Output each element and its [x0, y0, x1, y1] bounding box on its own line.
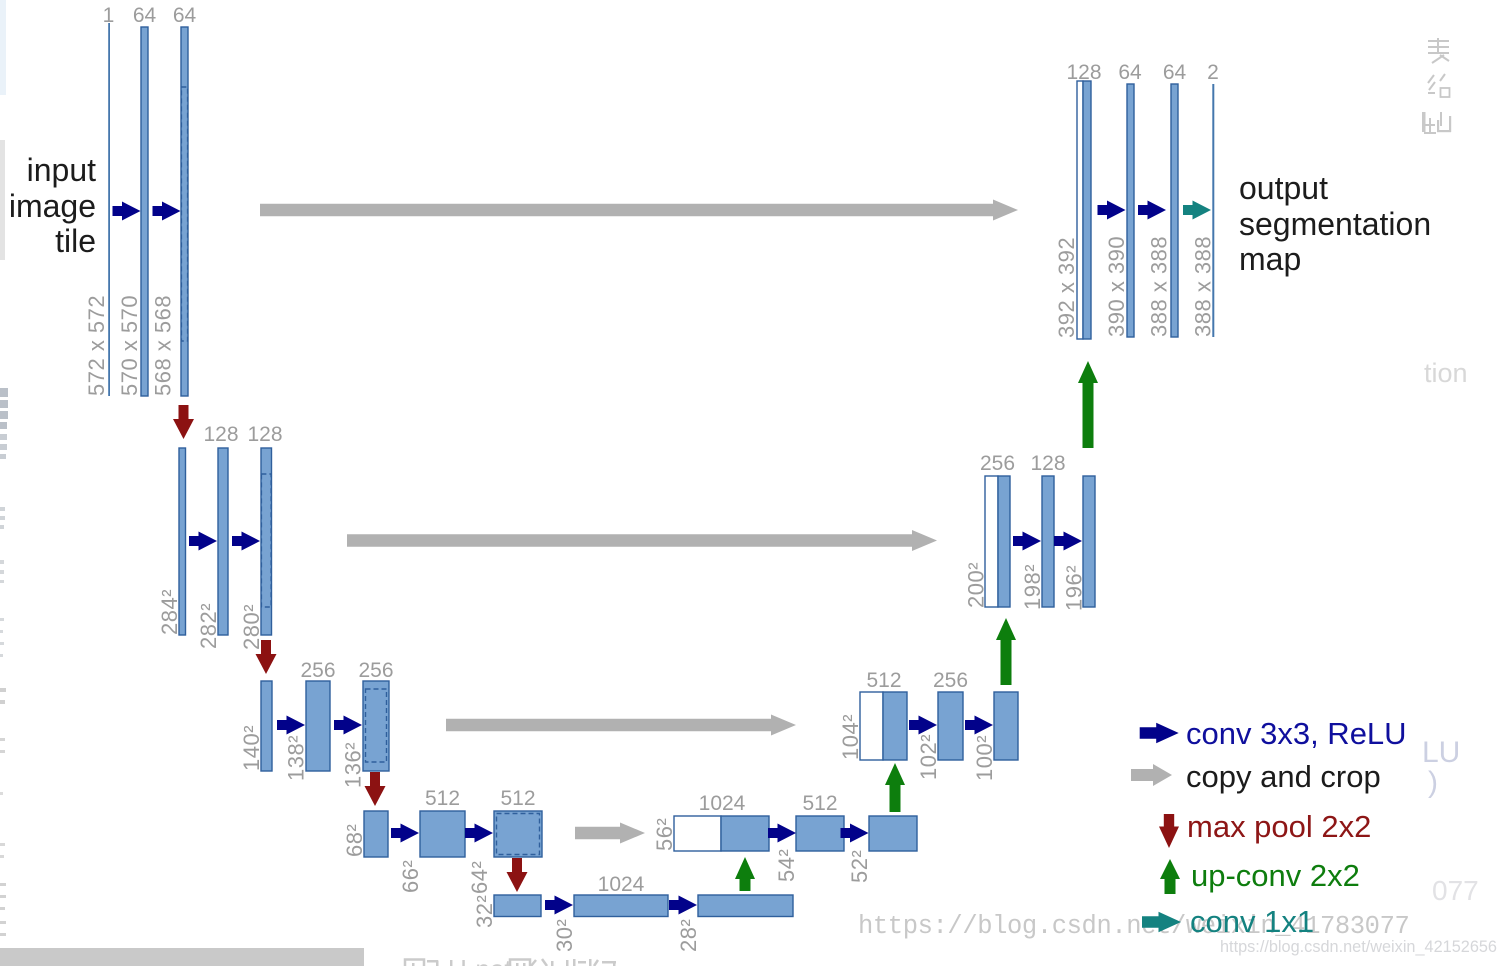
svg-text:128: 128	[203, 423, 238, 446]
svg-text:512: 512	[500, 787, 535, 810]
svg-text:copy and crop: copy and crop	[1186, 759, 1381, 794]
svg-text:64: 64	[173, 4, 197, 27]
svg-text:280²: 280²	[239, 604, 264, 650]
svg-text:102²: 102²	[916, 734, 941, 780]
svg-text:32²: 32²	[472, 895, 497, 928]
svg-text:): )	[1428, 766, 1438, 799]
svg-text:568 x 568: 568 x 568	[151, 295, 176, 396]
svg-text:136²: 136²	[341, 742, 366, 788]
svg-text:64: 64	[1163, 61, 1187, 84]
svg-text:conv 3x3, ReLU: conv 3x3, ReLU	[1186, 716, 1407, 751]
svg-text:256: 256	[933, 669, 968, 692]
svg-text:image: image	[9, 188, 96, 224]
svg-text:54²: 54²	[774, 849, 799, 882]
svg-text:104²: 104²	[838, 714, 863, 760]
svg-text:64: 64	[133, 4, 157, 27]
svg-text:U-net: U-net	[448, 954, 512, 966]
svg-text:1: 1	[103, 4, 115, 27]
svg-text:100²: 100²	[972, 735, 997, 781]
svg-text:68²: 68²	[342, 824, 367, 857]
svg-text:388 x 388: 388 x 388	[1147, 236, 1172, 337]
svg-text:256: 256	[358, 659, 393, 682]
svg-text:LU: LU	[1422, 736, 1460, 769]
svg-text:30²: 30²	[552, 919, 577, 952]
svg-text:128: 128	[1030, 452, 1065, 475]
svg-text:128: 128	[247, 423, 282, 446]
svg-text:392 x 392: 392 x 392	[1054, 237, 1079, 338]
svg-text:572 x 572: 572 x 572	[84, 295, 109, 396]
svg-text:284²: 284²	[157, 589, 182, 635]
svg-text:200²: 200²	[964, 562, 989, 608]
svg-text:64²: 64²	[467, 861, 492, 894]
svg-text:https://blog.csdn.net/weixin_4: https://blog.csdn.net/weixin_42152656	[1220, 938, 1497, 956]
svg-text:https://blog.csdn.net/weixin_4: https://blog.csdn.net/weixin_41783077	[858, 912, 1409, 941]
svg-text:56²: 56²	[652, 818, 677, 851]
svg-text:map: map	[1239, 241, 1301, 277]
svg-text:output: output	[1239, 170, 1328, 206]
svg-text:256: 256	[300, 659, 335, 682]
svg-text:256: 256	[980, 452, 1015, 475]
svg-text:tile: tile	[55, 223, 96, 259]
svg-text:66²: 66²	[398, 860, 423, 893]
svg-text:198²: 198²	[1020, 564, 1045, 610]
svg-text:512: 512	[866, 669, 901, 692]
svg-text:input: input	[27, 152, 97, 188]
svg-text:tion: tion	[1424, 358, 1468, 388]
svg-text:512: 512	[802, 792, 837, 815]
svg-text:388 x 388: 388 x 388	[1191, 236, 1216, 337]
svg-text:1024: 1024	[699, 792, 746, 815]
svg-text:282²: 282²	[196, 603, 221, 649]
svg-text:2: 2	[1207, 61, 1219, 84]
svg-text:570 x 570: 570 x 570	[117, 295, 142, 396]
svg-text:138²: 138²	[284, 735, 309, 781]
svg-text:077: 077	[1432, 875, 1479, 906]
svg-text:max pool 2x2: max pool 2x2	[1187, 809, 1371, 844]
svg-text:52²: 52²	[847, 850, 872, 883]
svg-text:up-conv 2x2: up-conv 2x2	[1191, 858, 1360, 893]
svg-text:140²: 140²	[239, 725, 264, 771]
svg-text:1024: 1024	[598, 873, 645, 896]
svg-text:64: 64	[1118, 61, 1142, 84]
svg-text:128: 128	[1066, 61, 1101, 84]
svg-text:segmentation: segmentation	[1239, 206, 1431, 242]
svg-text:512: 512	[425, 787, 460, 810]
svg-text:28²: 28²	[676, 919, 701, 952]
svg-text:196²: 196²	[1062, 565, 1087, 611]
svg-text:390 x 390: 390 x 390	[1104, 236, 1129, 337]
svg-text:conv 1x1: conv 1x1	[1190, 904, 1314, 939]
